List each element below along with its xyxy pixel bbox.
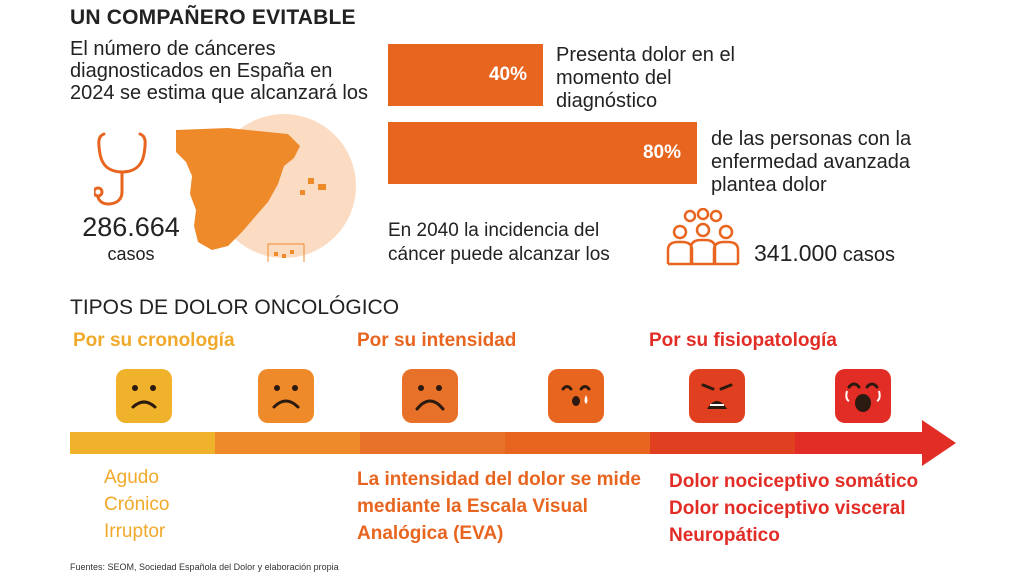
face-sad-icon bbox=[258, 369, 314, 423]
category-physiopathology: Por su fisiopatología bbox=[649, 330, 837, 351]
people-group-icon bbox=[666, 208, 740, 266]
pain-scale-arrow bbox=[70, 420, 956, 466]
list-item: Irruptor bbox=[104, 521, 166, 542]
infographic-title: UN COMPAÑERO EVITABLE bbox=[70, 6, 356, 29]
chronology-list: Agudo Crónico Irruptor bbox=[104, 464, 169, 545]
source-note: Fuentes: SEOM, Sociedad Española del Dol… bbox=[70, 562, 339, 572]
intensity-text: La intensidad del dolor se mide mediante… bbox=[357, 469, 641, 544]
list-item: Neuropático bbox=[669, 525, 780, 546]
face-crying-icon bbox=[548, 369, 604, 423]
face-sad-stronger-icon bbox=[402, 369, 458, 423]
face-mild-sad-icon bbox=[116, 369, 172, 423]
section-title: TIPOS DE DOLOR ONCOLÓGICO bbox=[70, 296, 400, 319]
category-intensity: Por su intensidad bbox=[357, 330, 517, 351]
incidence-value: 341.000 casos bbox=[754, 240, 895, 267]
spain-map-icon bbox=[176, 128, 326, 262]
list-item: Dolor nociceptivo somático bbox=[669, 471, 919, 492]
bar-80: 80% bbox=[388, 122, 697, 184]
incidence-number: 341.000 bbox=[754, 240, 838, 266]
bar-80-text: de las personas con la enfermedad avanza… bbox=[711, 128, 912, 196]
incidence-unit: casos bbox=[842, 244, 895, 266]
list-item: Dolor nociceptivo visceral bbox=[669, 498, 906, 519]
physiopathology-list: Dolor nociceptivo somático Dolor nocicep… bbox=[669, 468, 918, 549]
cases-label: casos bbox=[107, 244, 155, 264]
incidence-text: En 2040 la incidencia del cáncer puede a… bbox=[388, 220, 610, 265]
stethoscope-icon bbox=[94, 132, 147, 206]
list-item: Agudo bbox=[104, 467, 159, 488]
list-item: Crónico bbox=[104, 494, 170, 515]
category-chronology: Por su cronología bbox=[73, 330, 235, 351]
bar-40: 40% bbox=[388, 44, 543, 106]
face-screaming-icon bbox=[835, 369, 891, 423]
face-distressed-icon bbox=[689, 369, 745, 423]
bar-40-text: Presenta dolor en el momento del diagnós… bbox=[556, 44, 736, 112]
intro-text: El número de cánceres diagnosticados en … bbox=[70, 38, 368, 104]
cases-number: 286.664 bbox=[82, 212, 180, 242]
